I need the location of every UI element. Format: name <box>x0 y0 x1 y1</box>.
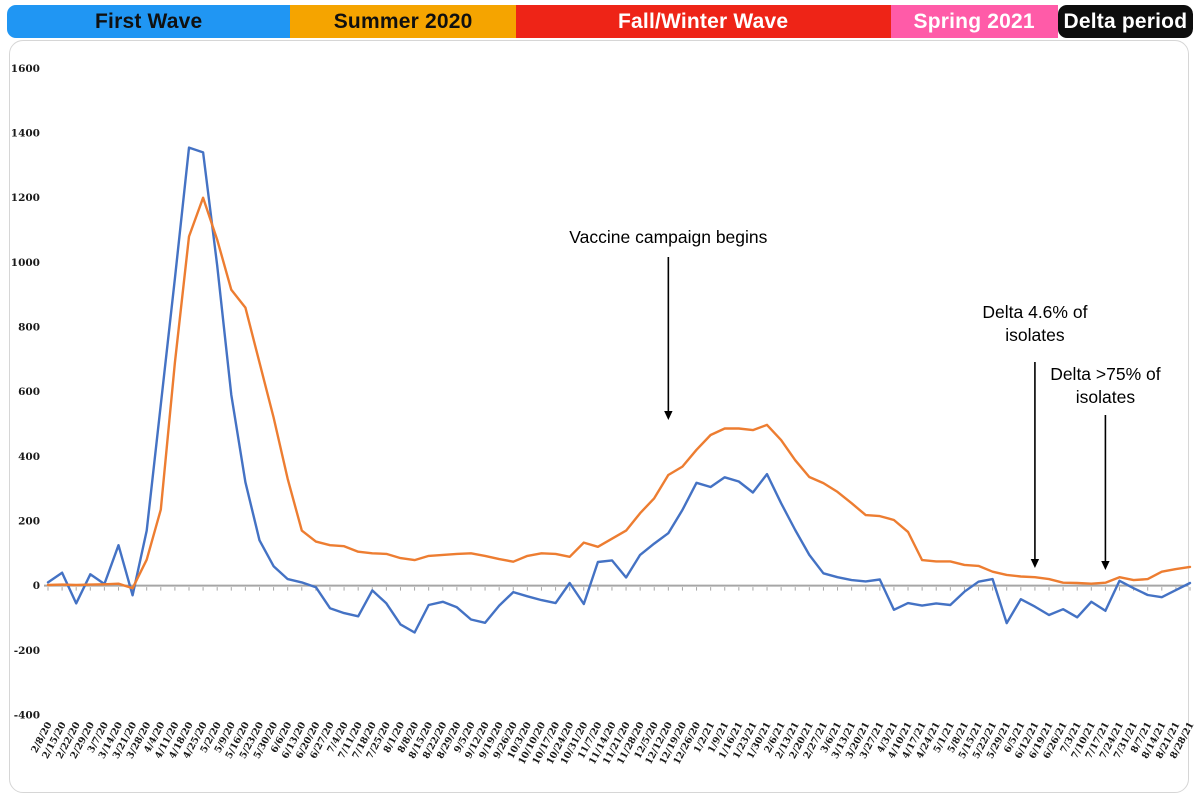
annotation-text-delta-gt-75-pct: isolates <box>1076 387 1136 407</box>
annotation-arrowhead-vaccine-campaign <box>664 411 673 420</box>
series-orange-line <box>46 196 1192 590</box>
y-tick-label: -400 <box>14 709 40 721</box>
y-tick-label: 1400 <box>11 128 40 140</box>
annotation-text-delta-gt-75-pct: Delta >75% of <box>1050 364 1161 384</box>
banner-segment-label: Spring 2021 <box>913 9 1035 33</box>
annotation-text-delta-4-6-pct: Delta 4.6% of <box>982 302 1087 322</box>
y-tick-label: 200 <box>18 515 40 527</box>
annotation-text-delta-4-6-pct: isolates <box>1005 325 1065 345</box>
banner-segment-label: First Wave <box>95 9 203 33</box>
y-tick-label: 1600 <box>11 63 40 75</box>
y-tick-label: 400 <box>18 451 40 463</box>
annotation-text-vaccine-campaign: Vaccine campaign begins <box>569 227 767 247</box>
banner-segment-label: Summer 2020 <box>333 9 473 33</box>
banner-segment-0: First Wave <box>7 5 291 38</box>
period-banner: First Wave Summer 2020 Fall/Winter Wave Spr… <box>7 5 1193 38</box>
y-tick-label: 600 <box>18 386 40 398</box>
y-tick-label: -200 <box>14 645 40 657</box>
banner-segment-4: Delta period <box>1057 5 1193 38</box>
y-tick-label: 1000 <box>11 257 40 269</box>
annotation-arrowhead-delta-gt-75-pct <box>1101 561 1110 570</box>
banner-segment-2: Fall/Winter Wave <box>515 5 891 38</box>
y-tick-label: 0 <box>33 580 40 592</box>
annotation-arrowhead-delta-4-6-pct <box>1030 559 1040 568</box>
y-tick-label: 800 <box>18 322 40 334</box>
series-blue-line <box>46 146 1192 634</box>
banner-segment-label: Delta period <box>1063 9 1188 33</box>
banner-segment-label: Fall/Winter Wave <box>618 9 789 33</box>
banner-segment-3: Spring 2021 <box>890 5 1058 38</box>
banner-segment-1: Summer 2020 <box>290 5 516 38</box>
y-tick-label: 1200 <box>11 192 40 204</box>
